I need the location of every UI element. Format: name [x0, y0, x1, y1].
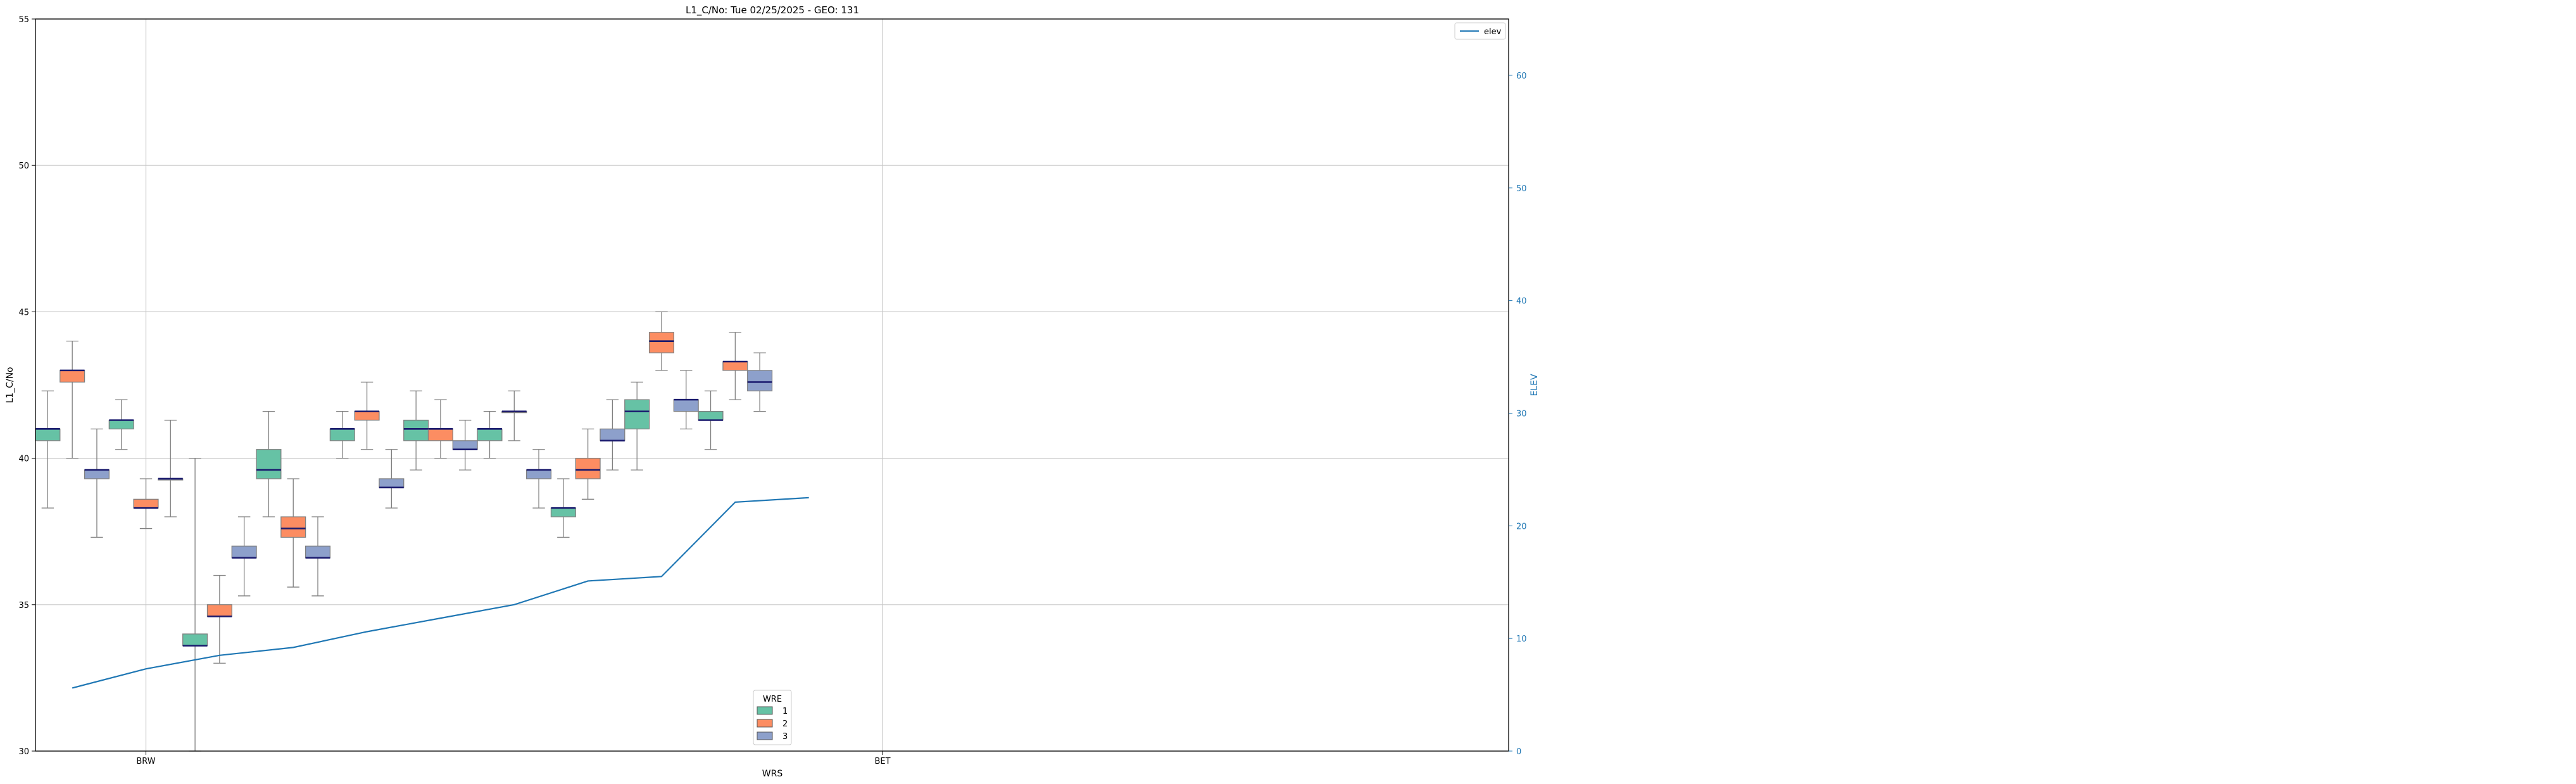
- box-wre-1: [256, 410, 282, 517]
- plot-frame: [35, 18, 1509, 752]
- box-body: [526, 469, 552, 479]
- box-wre-2: [133, 478, 159, 529]
- box-body: [35, 428, 61, 441]
- box-wre-1: [329, 410, 355, 459]
- box-body: [648, 332, 675, 353]
- elev-legend-frame: [1454, 22, 1506, 40]
- box-wre-2: [575, 428, 601, 500]
- box-wre-2: [354, 381, 380, 450]
- box-body: [256, 449, 282, 479]
- x-axis-label: WRS: [762, 769, 783, 779]
- elev-legend: elev: [1454, 22, 1506, 40]
- elev-legend-label: elev: [1484, 27, 1502, 37]
- box-body: [747, 370, 773, 391]
- x-axis: BRW BET: [136, 751, 891, 766]
- wre-legend-swatch-1: [757, 706, 773, 715]
- wre-legend-label-1: 1: [782, 707, 788, 716]
- box-wre-2: [206, 574, 232, 664]
- wre-legend-frame: [753, 690, 792, 745]
- y-tick-label: 30: [18, 747, 29, 757]
- box-body: [477, 428, 503, 441]
- y2-tick-label: 30: [1516, 409, 1527, 419]
- box-body: [624, 399, 650, 430]
- box-body: [231, 545, 257, 559]
- wre-legend-swatch-3: [757, 731, 773, 740]
- box-body: [280, 516, 306, 538]
- wre-legend: WRE 1 2 3: [753, 690, 792, 745]
- box-series: [35, 311, 773, 752]
- box-wre-3: [158, 419, 184, 517]
- y-tick-label: 55: [18, 15, 29, 25]
- y-axis-label: L1_C/No: [5, 367, 15, 403]
- box-body: [550, 507, 576, 517]
- box-wre-1: [403, 390, 429, 471]
- box-body: [403, 419, 429, 441]
- y2-axis-label: ELEV: [1530, 374, 1540, 396]
- y2-tick-label: 20: [1516, 522, 1527, 531]
- box-body: [379, 478, 405, 488]
- box-body: [427, 428, 453, 441]
- box-wre-2: [501, 390, 527, 441]
- y-tick-label: 50: [18, 161, 29, 171]
- box-body: [673, 399, 699, 412]
- box-wre-1: [477, 410, 503, 459]
- wre-legend-swatch-2: [757, 719, 773, 728]
- box-body: [84, 469, 110, 479]
- box-wre-1: [698, 390, 724, 450]
- box-wre-2: [60, 340, 85, 459]
- wre-legend-label-3: 3: [782, 732, 788, 742]
- box-wre-1: [550, 478, 576, 538]
- box-body: [452, 440, 478, 450]
- box-body: [60, 370, 85, 383]
- wre-legend-entry: 1: [757, 706, 788, 716]
- box-wre-2: [722, 332, 748, 400]
- box-body: [722, 361, 748, 371]
- y-axis-left: 30 35 40 45 50 55: [18, 15, 35, 757]
- box-body: [182, 633, 208, 647]
- box-wre-3: [305, 516, 331, 597]
- box-body: [305, 545, 331, 559]
- wre-legend-entry: 2: [757, 719, 788, 729]
- box-body: [575, 457, 601, 479]
- box-wre-1: [108, 399, 134, 450]
- box-body: [354, 410, 380, 421]
- x-tick-label: BRW: [136, 757, 155, 766]
- chart-title: L1_C/No: Tue 02/25/2025 - GEO: 131: [686, 4, 859, 16]
- y-tick-label: 35: [18, 601, 29, 610]
- y-tick-label: 45: [18, 308, 29, 317]
- y-axis-right: 0 10 20 30 40 50 60: [1509, 72, 1527, 757]
- box-wre-3: [673, 370, 699, 430]
- wre-legend-label-2: 2: [782, 719, 788, 729]
- box-wre-1: [182, 457, 208, 752]
- box-wre-2: [648, 311, 675, 371]
- box-wre-3: [379, 449, 405, 509]
- box-wre-3: [747, 352, 773, 412]
- box-body: [329, 428, 355, 441]
- box-wre-2: [280, 478, 306, 588]
- elev-series: [72, 496, 809, 689]
- box-wre-3: [526, 449, 552, 509]
- y2-tick-label: 40: [1516, 297, 1527, 307]
- y2-tick-label: 60: [1516, 72, 1527, 81]
- y2-tick-label: 10: [1516, 635, 1527, 644]
- box-body: [108, 419, 134, 430]
- x-tick-label: BET: [874, 757, 890, 766]
- box-wre-1: [624, 381, 650, 471]
- box-body: [206, 604, 232, 617]
- y2-tick-label: 50: [1516, 184, 1527, 194]
- box-body: [133, 498, 159, 509]
- wre-legend-entry: 3: [757, 731, 788, 742]
- box-wre-3: [600, 399, 625, 471]
- box-wre-3: [231, 516, 257, 597]
- box-body: [600, 428, 625, 441]
- box-wre-2: [427, 399, 453, 459]
- box-body: [698, 410, 724, 421]
- wre-legend-title: WRE: [763, 695, 782, 704]
- box-wre-3: [452, 419, 478, 471]
- box-wre-3: [84, 428, 110, 538]
- y-tick-label: 40: [18, 455, 29, 464]
- y2-tick-label: 0: [1516, 747, 1521, 757]
